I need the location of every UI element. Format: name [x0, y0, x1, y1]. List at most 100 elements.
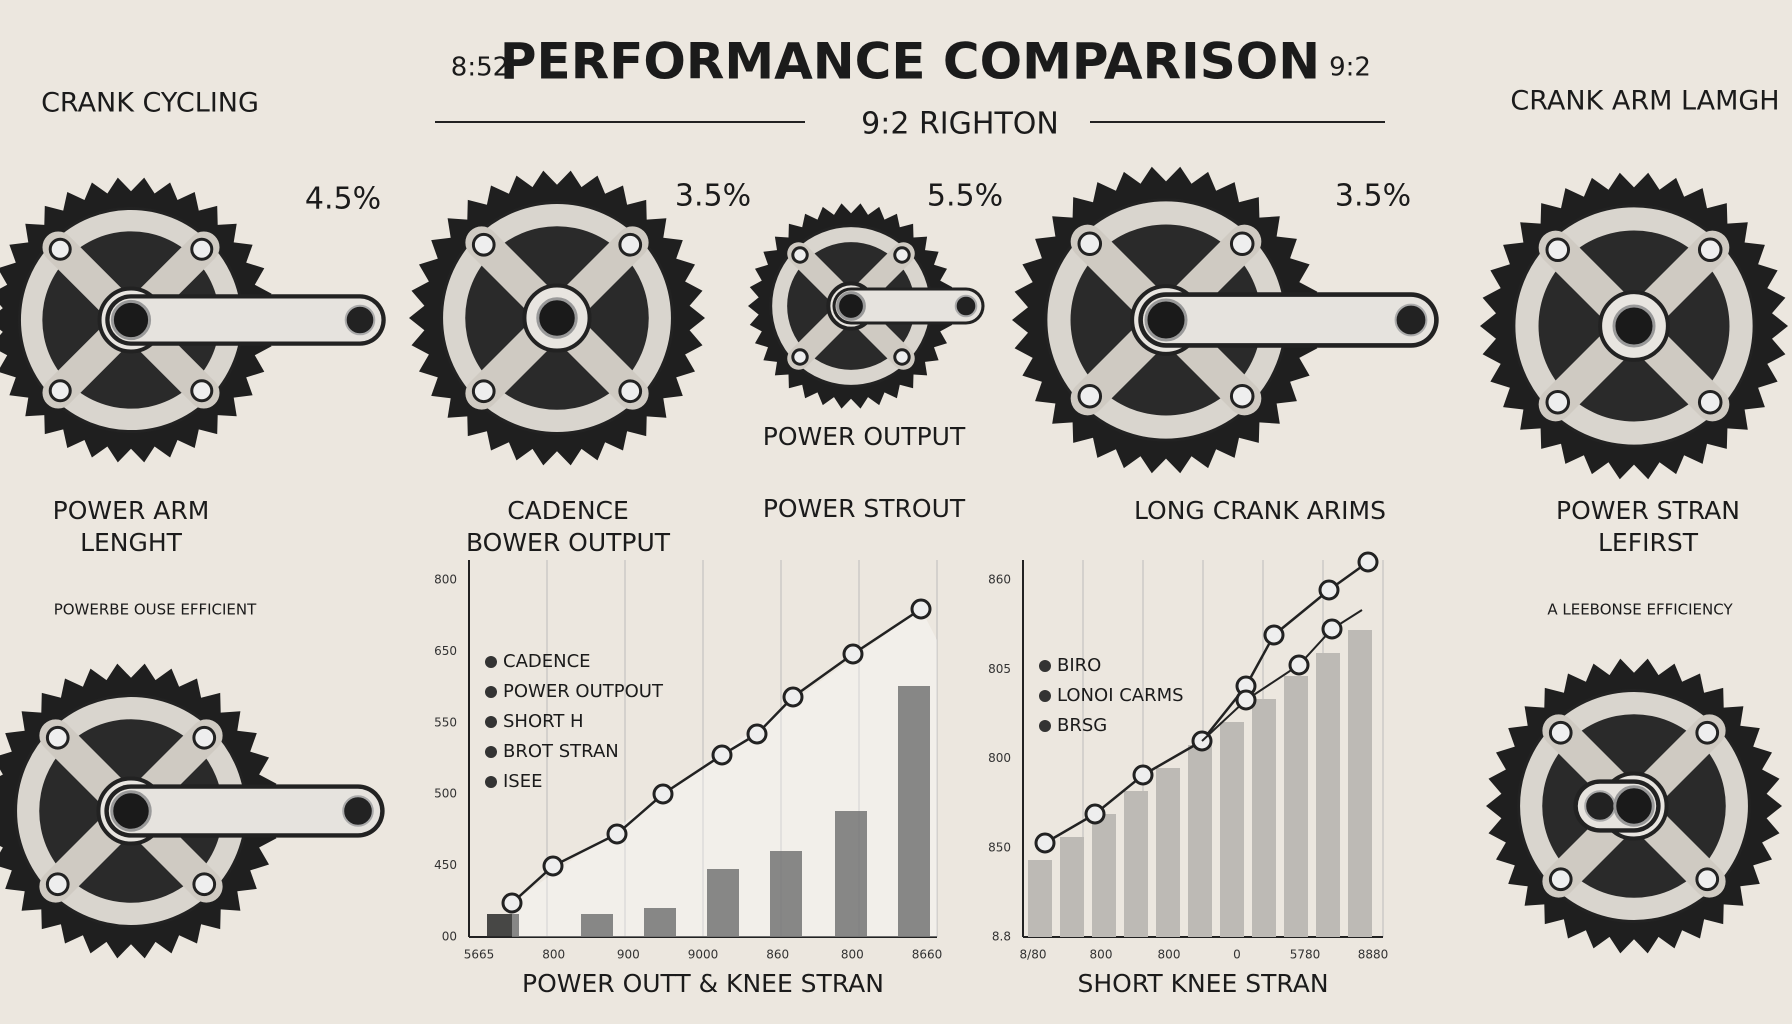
- point: [1321, 618, 1343, 640]
- bar: [1028, 860, 1052, 937]
- legend-marker: [485, 656, 497, 668]
- left-time: 8:52: [451, 53, 509, 83]
- legend-marker: [1039, 660, 1051, 672]
- x-tick-label: 900: [617, 948, 640, 962]
- bolt: [192, 725, 217, 750]
- caption: LONG CRANK ARIMS: [1134, 496, 1386, 525]
- spindle: [536, 297, 578, 339]
- bolt: [893, 348, 911, 366]
- legend-label: BRSG: [1057, 715, 1107, 736]
- bolt: [1548, 867, 1573, 892]
- caption: POWER STROUT: [763, 494, 966, 523]
- x-tick-label: 800: [542, 948, 565, 962]
- x-tick-label: 9000: [688, 948, 719, 962]
- legend-marker: [485, 716, 497, 728]
- point: [652, 783, 674, 805]
- bolt: [791, 348, 809, 366]
- point: [1288, 654, 1310, 676]
- spindle: [110, 790, 152, 832]
- legend-marker: [485, 686, 497, 698]
- x-tick-label: 8660: [912, 948, 943, 962]
- corner-label: POWERBE OUSE EFFICIENT: [54, 601, 257, 619]
- caption: POWER ARM LENGHT: [53, 496, 210, 557]
- bolt: [190, 379, 214, 403]
- bolt: [1077, 231, 1103, 257]
- x-tick-label: 800: [1090, 948, 1113, 962]
- x-tick-label: 8880: [1358, 948, 1389, 962]
- point: [711, 744, 733, 766]
- bar: [1060, 837, 1084, 937]
- x-axis-title: SHORT KNEE STRAN: [1077, 969, 1328, 998]
- y-tick-label: 00: [442, 930, 457, 944]
- spindle: [110, 299, 152, 341]
- percentage: 3.5%: [675, 179, 751, 214]
- x-tick-label: 860: [766, 948, 789, 962]
- legend-label: CADENCE: [503, 651, 591, 672]
- point: [1263, 624, 1285, 646]
- legend-marker: [485, 746, 497, 758]
- pedal-hole: [1394, 303, 1428, 337]
- point: [782, 686, 804, 708]
- legend-label: BROT STRAN: [503, 741, 619, 762]
- corner-label: CRANK ARM LAMGH: [1510, 86, 1779, 117]
- bolt: [48, 237, 72, 261]
- right-time: 9:2: [1329, 53, 1371, 83]
- bar: [898, 686, 930, 937]
- point: [910, 598, 932, 620]
- bolt: [1077, 383, 1103, 409]
- bolt: [45, 725, 70, 750]
- bolt: [471, 232, 496, 257]
- bolt: [791, 246, 809, 264]
- legend-label: POWER OUTPOUT: [503, 681, 664, 702]
- point: [1034, 832, 1056, 854]
- caption-line: LENGHT: [80, 528, 183, 557]
- y-tick-label: 800: [988, 751, 1011, 765]
- point: [1235, 689, 1257, 711]
- spindle: [1612, 304, 1656, 348]
- x-tick-label: 800: [1158, 948, 1181, 962]
- pedal-hole: [954, 294, 978, 318]
- bolt: [48, 379, 72, 403]
- x-tick-label: 8/80: [1020, 948, 1047, 962]
- percentage: 5.5%: [927, 179, 1003, 214]
- bolt: [1229, 383, 1255, 409]
- bar: [1124, 791, 1148, 937]
- point: [1084, 803, 1106, 825]
- bolt: [618, 379, 643, 404]
- bar: [1284, 676, 1308, 937]
- point: [842, 643, 864, 665]
- bolt: [192, 872, 217, 897]
- x-tick-label: 5665: [464, 948, 495, 962]
- bolt: [1229, 231, 1255, 257]
- pedal-hole: [344, 304, 376, 336]
- point: [542, 855, 564, 877]
- corner-label: CRANK CYCLING: [41, 88, 259, 119]
- caption-line: LEFIRST: [1598, 528, 1699, 557]
- caption-line: CADENCE: [507, 496, 629, 525]
- bar: [1316, 653, 1340, 937]
- subtitle: 9:2 RIGHTON: [861, 107, 1059, 142]
- x-tick-label: 800: [841, 948, 864, 962]
- caption: POWER OUTPUT: [763, 422, 966, 451]
- legend-marker: [485, 776, 497, 788]
- bolt: [45, 872, 70, 897]
- legend-label: BIRO: [1057, 655, 1101, 676]
- y-tick-label: 8.8: [992, 930, 1011, 944]
- y-tick-label: 650: [434, 644, 457, 658]
- y-tick-label: 800: [434, 573, 457, 587]
- bolt: [1695, 867, 1720, 892]
- bar: [835, 811, 867, 937]
- y-tick-label: 850: [988, 840, 1011, 854]
- point: [501, 892, 523, 914]
- caption: POWER STRAN LEFIRST: [1556, 496, 1740, 557]
- x-tick-label: 0: [1233, 948, 1241, 962]
- y-tick-label: 500: [434, 787, 457, 801]
- bar: [644, 908, 676, 937]
- caption-line: POWER STRAN: [1556, 496, 1740, 525]
- bar: [581, 914, 613, 937]
- point: [1357, 551, 1379, 573]
- title: PERFORMANCE COMPARISON: [500, 33, 1320, 91]
